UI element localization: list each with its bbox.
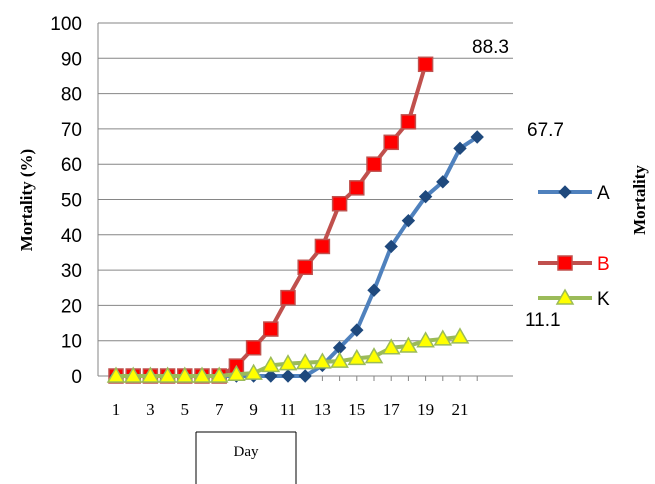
y-tick-70: 70	[61, 120, 82, 141]
legend-entry-A: A	[538, 183, 610, 204]
series-layer	[106, 56, 484, 384]
legend-entry-K: K	[538, 288, 610, 310]
point-K-1	[106, 366, 126, 383]
x-tick-13: 13	[314, 400, 331, 419]
point-A-15	[350, 323, 364, 337]
point-B-14	[331, 195, 348, 212]
y-tick-100: 100	[50, 14, 82, 35]
x-axis-title: Day	[234, 444, 259, 460]
point-K-13	[313, 352, 332, 369]
point-A-19	[418, 189, 433, 204]
end-label-A: 67.7	[527, 120, 564, 141]
point-A-10	[264, 369, 278, 383]
point-K-18	[399, 336, 418, 353]
point-A-12	[298, 369, 312, 383]
point-B-12	[297, 259, 313, 276]
x-tick-7: 7	[215, 400, 224, 419]
point-A-11	[281, 369, 295, 383]
point-A-18	[401, 213, 416, 228]
axes	[97, 23, 513, 381]
legend-label-K: K	[597, 289, 610, 310]
point-K-3	[141, 366, 160, 383]
x-tick-17: 17	[383, 400, 401, 419]
point-K-10	[261, 355, 281, 373]
point-K-16	[364, 347, 384, 364]
legend-entry-B: B	[538, 254, 610, 275]
legend-label-A: A	[597, 183, 610, 204]
y-tick-50: 50	[61, 191, 82, 212]
y-axis-title: Mortality (%)	[17, 149, 36, 251]
point-B-15	[349, 180, 365, 196]
y-tick-20: 20	[61, 296, 82, 317]
x-tick-5: 5	[181, 400, 190, 419]
point-A-22	[470, 130, 484, 144]
point-B-9	[245, 340, 262, 356]
point-K-12	[295, 353, 315, 370]
point-K-19	[416, 331, 435, 348]
legend-marker-K	[555, 288, 575, 305]
point-B-11	[280, 289, 296, 306]
x-tick-15: 15	[348, 400, 365, 419]
point-B-18	[400, 114, 417, 130]
point-B-17	[383, 134, 399, 151]
y-tick-0: 0	[71, 367, 82, 388]
end-label-B: 88.3	[472, 37, 509, 58]
y-tick-10: 10	[61, 332, 82, 353]
point-A-21	[453, 141, 467, 156]
point-K-2	[123, 366, 143, 383]
legend: A BK	[538, 183, 610, 310]
point-B-13	[314, 238, 331, 255]
y-tick-labels: 0 10 20 30 40 50 60 70 80 90 100	[50, 14, 82, 388]
legend-label-B: B	[597, 254, 610, 275]
point-A-16	[367, 283, 381, 297]
x-tick-labels: 1 3 5 7 9 11 13 15 17 19 21	[112, 400, 469, 419]
point-K-17	[381, 338, 401, 355]
point-K-14	[330, 351, 349, 368]
point-A-20	[436, 175, 450, 189]
point-A-17	[384, 239, 398, 254]
series-K	[106, 327, 470, 383]
x-tick-3: 3	[146, 400, 155, 419]
x-axis-title-box: Day	[195, 431, 297, 484]
point-K-7	[209, 366, 229, 383]
y-tick-90: 90	[61, 49, 82, 70]
y-tick-60: 60	[61, 155, 82, 176]
y-axis-title-right: Mortality	[630, 165, 649, 235]
series-B	[108, 56, 434, 384]
gridlines	[98, 22, 513, 342]
y-tick-80: 80	[61, 85, 82, 106]
point-B-10	[263, 321, 279, 337]
y-tick-30: 30	[61, 261, 82, 282]
legend-marker-A	[558, 185, 572, 199]
point-K-6	[192, 366, 212, 383]
point-B-16	[366, 156, 382, 172]
point-K-21	[450, 327, 470, 344]
point-K-20	[433, 329, 453, 346]
point-K-11	[278, 354, 298, 371]
point-K-5	[175, 366, 195, 383]
point-K-8	[227, 364, 246, 381]
point-B-19	[417, 56, 434, 73]
x-tick-1: 1	[112, 400, 121, 419]
x-tick-19: 19	[417, 400, 434, 419]
end-labels: 67.7 88.3 11.1	[472, 37, 564, 331]
point-K-9	[244, 363, 263, 380]
end-label-K: 11.1	[525, 310, 561, 331]
legend-marker-B	[557, 255, 573, 271]
x-tick-21: 21	[452, 400, 469, 419]
y-tick-40: 40	[61, 226, 82, 247]
point-K-15	[347, 348, 367, 366]
x-tick-11: 11	[280, 400, 296, 419]
point-K-4	[158, 366, 177, 383]
x-tick-9: 9	[249, 400, 258, 419]
